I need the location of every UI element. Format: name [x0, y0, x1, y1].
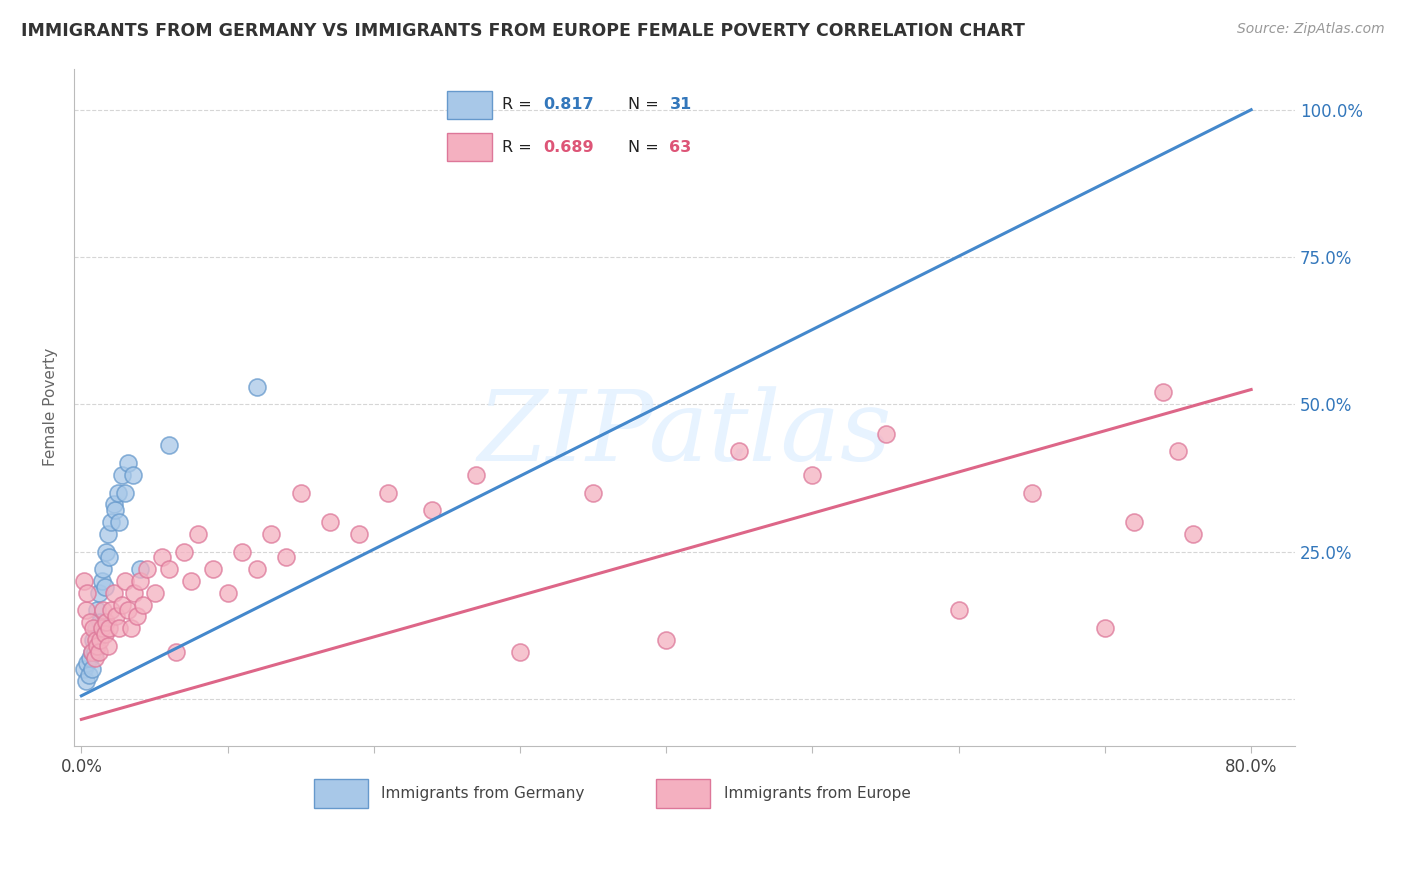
Point — [157, 438, 180, 452]
Point — [100, 515, 122, 529]
Point — [94, 580, 117, 594]
Point — [98, 621, 121, 635]
Point — [103, 586, 125, 600]
Point — [136, 562, 159, 576]
Point — [728, 444, 751, 458]
Point — [90, 574, 112, 588]
Point — [89, 615, 111, 630]
Point — [96, 544, 118, 558]
Point — [87, 586, 110, 600]
Point — [420, 503, 443, 517]
Point — [111, 467, 134, 482]
Point — [97, 639, 120, 653]
Point — [82, 632, 104, 647]
Point — [108, 515, 131, 529]
Point — [128, 574, 150, 588]
Point — [377, 485, 399, 500]
Point — [165, 645, 187, 659]
Point — [91, 603, 114, 617]
Point — [157, 562, 180, 576]
Point — [83, 650, 105, 665]
Point — [86, 639, 108, 653]
Point — [319, 515, 342, 529]
Y-axis label: Female Poverty: Female Poverty — [44, 348, 58, 467]
Point — [107, 485, 129, 500]
Point — [801, 467, 824, 482]
Point — [875, 426, 897, 441]
Point — [246, 379, 269, 393]
Point — [76, 657, 98, 671]
Point — [96, 615, 118, 630]
Point — [97, 526, 120, 541]
Point — [89, 632, 111, 647]
Point — [84, 621, 107, 635]
Point — [143, 586, 166, 600]
Point — [83, 645, 105, 659]
Point — [73, 662, 96, 676]
Point — [246, 562, 269, 576]
Point — [173, 544, 195, 558]
Point — [180, 574, 202, 588]
Point — [75, 603, 97, 617]
Point — [77, 668, 100, 682]
Point — [465, 467, 488, 482]
Point — [347, 526, 370, 541]
Point — [1123, 515, 1146, 529]
Point — [114, 574, 136, 588]
Point — [120, 621, 142, 635]
Point — [290, 485, 312, 500]
Point — [260, 526, 283, 541]
Point — [79, 650, 101, 665]
Point — [1021, 485, 1043, 500]
Point — [231, 544, 253, 558]
Point — [121, 467, 143, 482]
Point — [117, 456, 139, 470]
Point — [1167, 444, 1189, 458]
Point — [82, 621, 104, 635]
Point — [73, 574, 96, 588]
Point — [128, 562, 150, 576]
Point — [77, 632, 100, 647]
Point — [98, 550, 121, 565]
Point — [79, 615, 101, 630]
Point — [80, 645, 103, 659]
Point — [86, 603, 108, 617]
Point — [104, 503, 127, 517]
Point — [1181, 526, 1204, 541]
Point — [76, 586, 98, 600]
Point — [100, 603, 122, 617]
Point — [1094, 621, 1116, 635]
Point — [111, 598, 134, 612]
Point — [90, 621, 112, 635]
Point — [75, 674, 97, 689]
Point — [187, 526, 209, 541]
Point — [948, 603, 970, 617]
Point — [91, 562, 114, 576]
Point — [582, 485, 605, 500]
Point — [201, 562, 224, 576]
Point — [108, 621, 131, 635]
Point — [94, 627, 117, 641]
Point — [84, 632, 107, 647]
Point — [117, 603, 139, 617]
Point — [114, 485, 136, 500]
Point — [132, 598, 155, 612]
Point — [80, 645, 103, 659]
Point — [125, 609, 148, 624]
Point — [274, 550, 297, 565]
Point — [655, 632, 678, 647]
Point — [150, 550, 173, 565]
Point — [87, 645, 110, 659]
Point — [105, 609, 128, 624]
Text: ZIPatlas: ZIPatlas — [477, 386, 891, 482]
Point — [80, 662, 103, 676]
Text: IMMIGRANTS FROM GERMANY VS IMMIGRANTS FROM EUROPE FEMALE POVERTY CORRELATION CHA: IMMIGRANTS FROM GERMANY VS IMMIGRANTS FR… — [21, 22, 1025, 40]
Point — [1152, 385, 1174, 400]
Point — [122, 586, 145, 600]
Point — [103, 497, 125, 511]
Point — [217, 586, 239, 600]
Text: Source: ZipAtlas.com: Source: ZipAtlas.com — [1237, 22, 1385, 37]
Point — [509, 645, 531, 659]
